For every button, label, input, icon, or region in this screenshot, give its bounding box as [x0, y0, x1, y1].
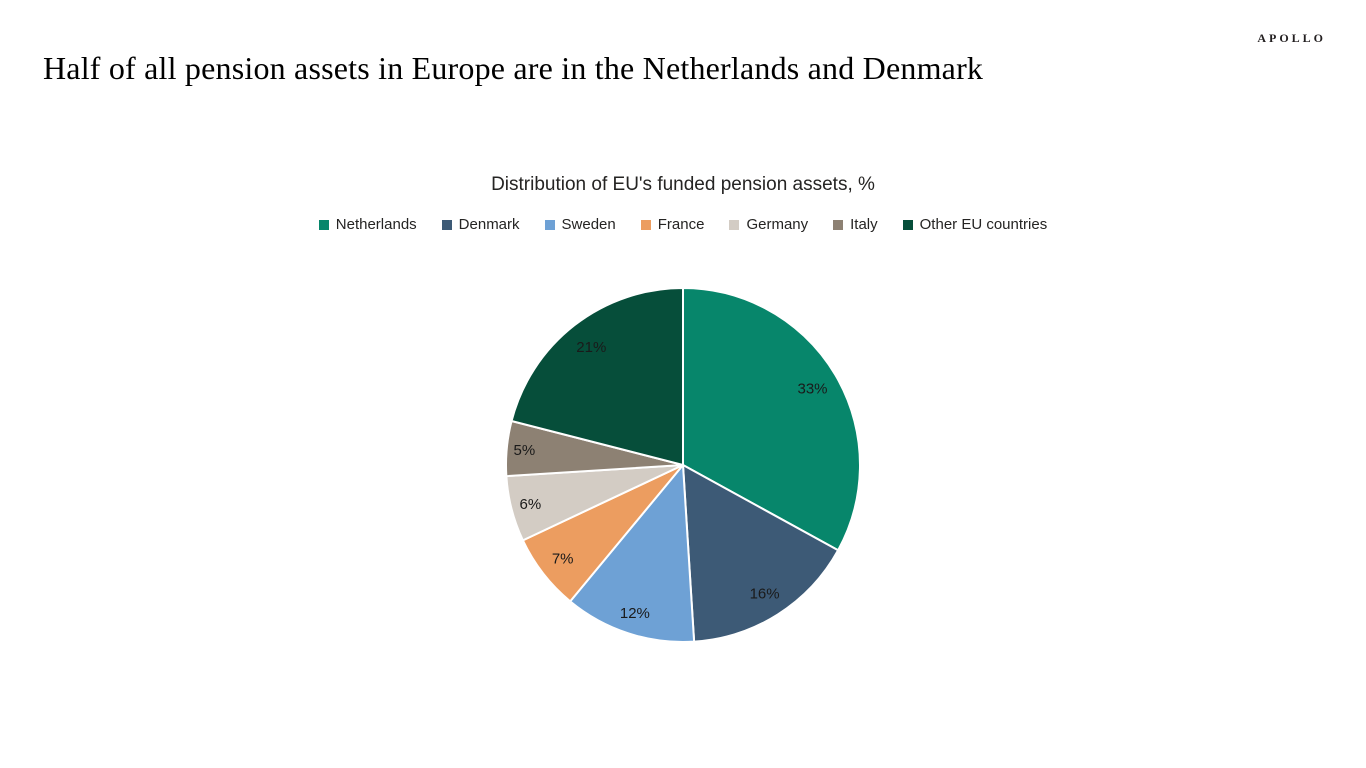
- legend-label-france: France: [657, 216, 705, 233]
- legend-label-germany: Germany: [746, 216, 809, 233]
- pie-label-other-eu-countries: 21%: [576, 339, 606, 356]
- pie-label-sweden: 12%: [620, 605, 650, 622]
- legend-item-italy: Italy: [833, 216, 878, 233]
- legend-label-other-eu-countries: Other EU countries: [919, 216, 1048, 233]
- legend-item-france: France: [640, 216, 705, 233]
- legend-marker-denmark: [441, 219, 452, 230]
- legend-label-denmark: Denmark: [458, 216, 520, 233]
- pie-slice-netherlands: [682, 287, 861, 552]
- pie-slice-sweden: [569, 464, 696, 643]
- pie-label-netherlands: 33%: [797, 380, 827, 397]
- chart-title: Distribution of EU's funded pension asse…: [491, 174, 875, 195]
- legend-label-italy: Italy: [850, 216, 878, 233]
- legend-item-denmark: Denmark: [441, 216, 520, 233]
- legend-marker-italy: [833, 219, 844, 230]
- pie-slice-other-eu-countries: [510, 287, 684, 466]
- legend-marker-germany: [729, 219, 740, 230]
- legend-label-sweden: Sweden: [561, 216, 616, 233]
- chart-legend: Netherlands Denmark Sweden France Germany Ita…: [0, 216, 1366, 233]
- pie-chart: 33% 16% 12% 7% 6% 5% 21%: [505, 287, 861, 643]
- legend-marker-netherlands: [318, 219, 329, 230]
- legend-item-sweden: Sweden: [544, 216, 616, 233]
- legend-item-germany: Germany: [729, 216, 808, 233]
- pie-slice-denmark: [682, 464, 840, 643]
- legend-marker-other-eu-countries: [902, 219, 913, 230]
- legend-item-netherlands: Netherlands: [318, 216, 417, 233]
- page-title: Half of all pension assets in Europe are…: [43, 50, 984, 86]
- apollo-logo: APOLLO: [1257, 31, 1326, 45]
- pie-label-germany: 6%: [520, 496, 542, 513]
- legend-label-netherlands: Netherlands: [335, 216, 417, 233]
- legend-item-other-eu-countries: Other EU countries: [902, 216, 1048, 233]
- pie-label-denmark: 16%: [750, 586, 780, 603]
- pie-label-italy: 5%: [514, 442, 536, 459]
- legend-marker-france: [640, 219, 651, 230]
- legend-marker-sweden: [544, 219, 555, 230]
- pie-label-france: 7%: [552, 550, 574, 567]
